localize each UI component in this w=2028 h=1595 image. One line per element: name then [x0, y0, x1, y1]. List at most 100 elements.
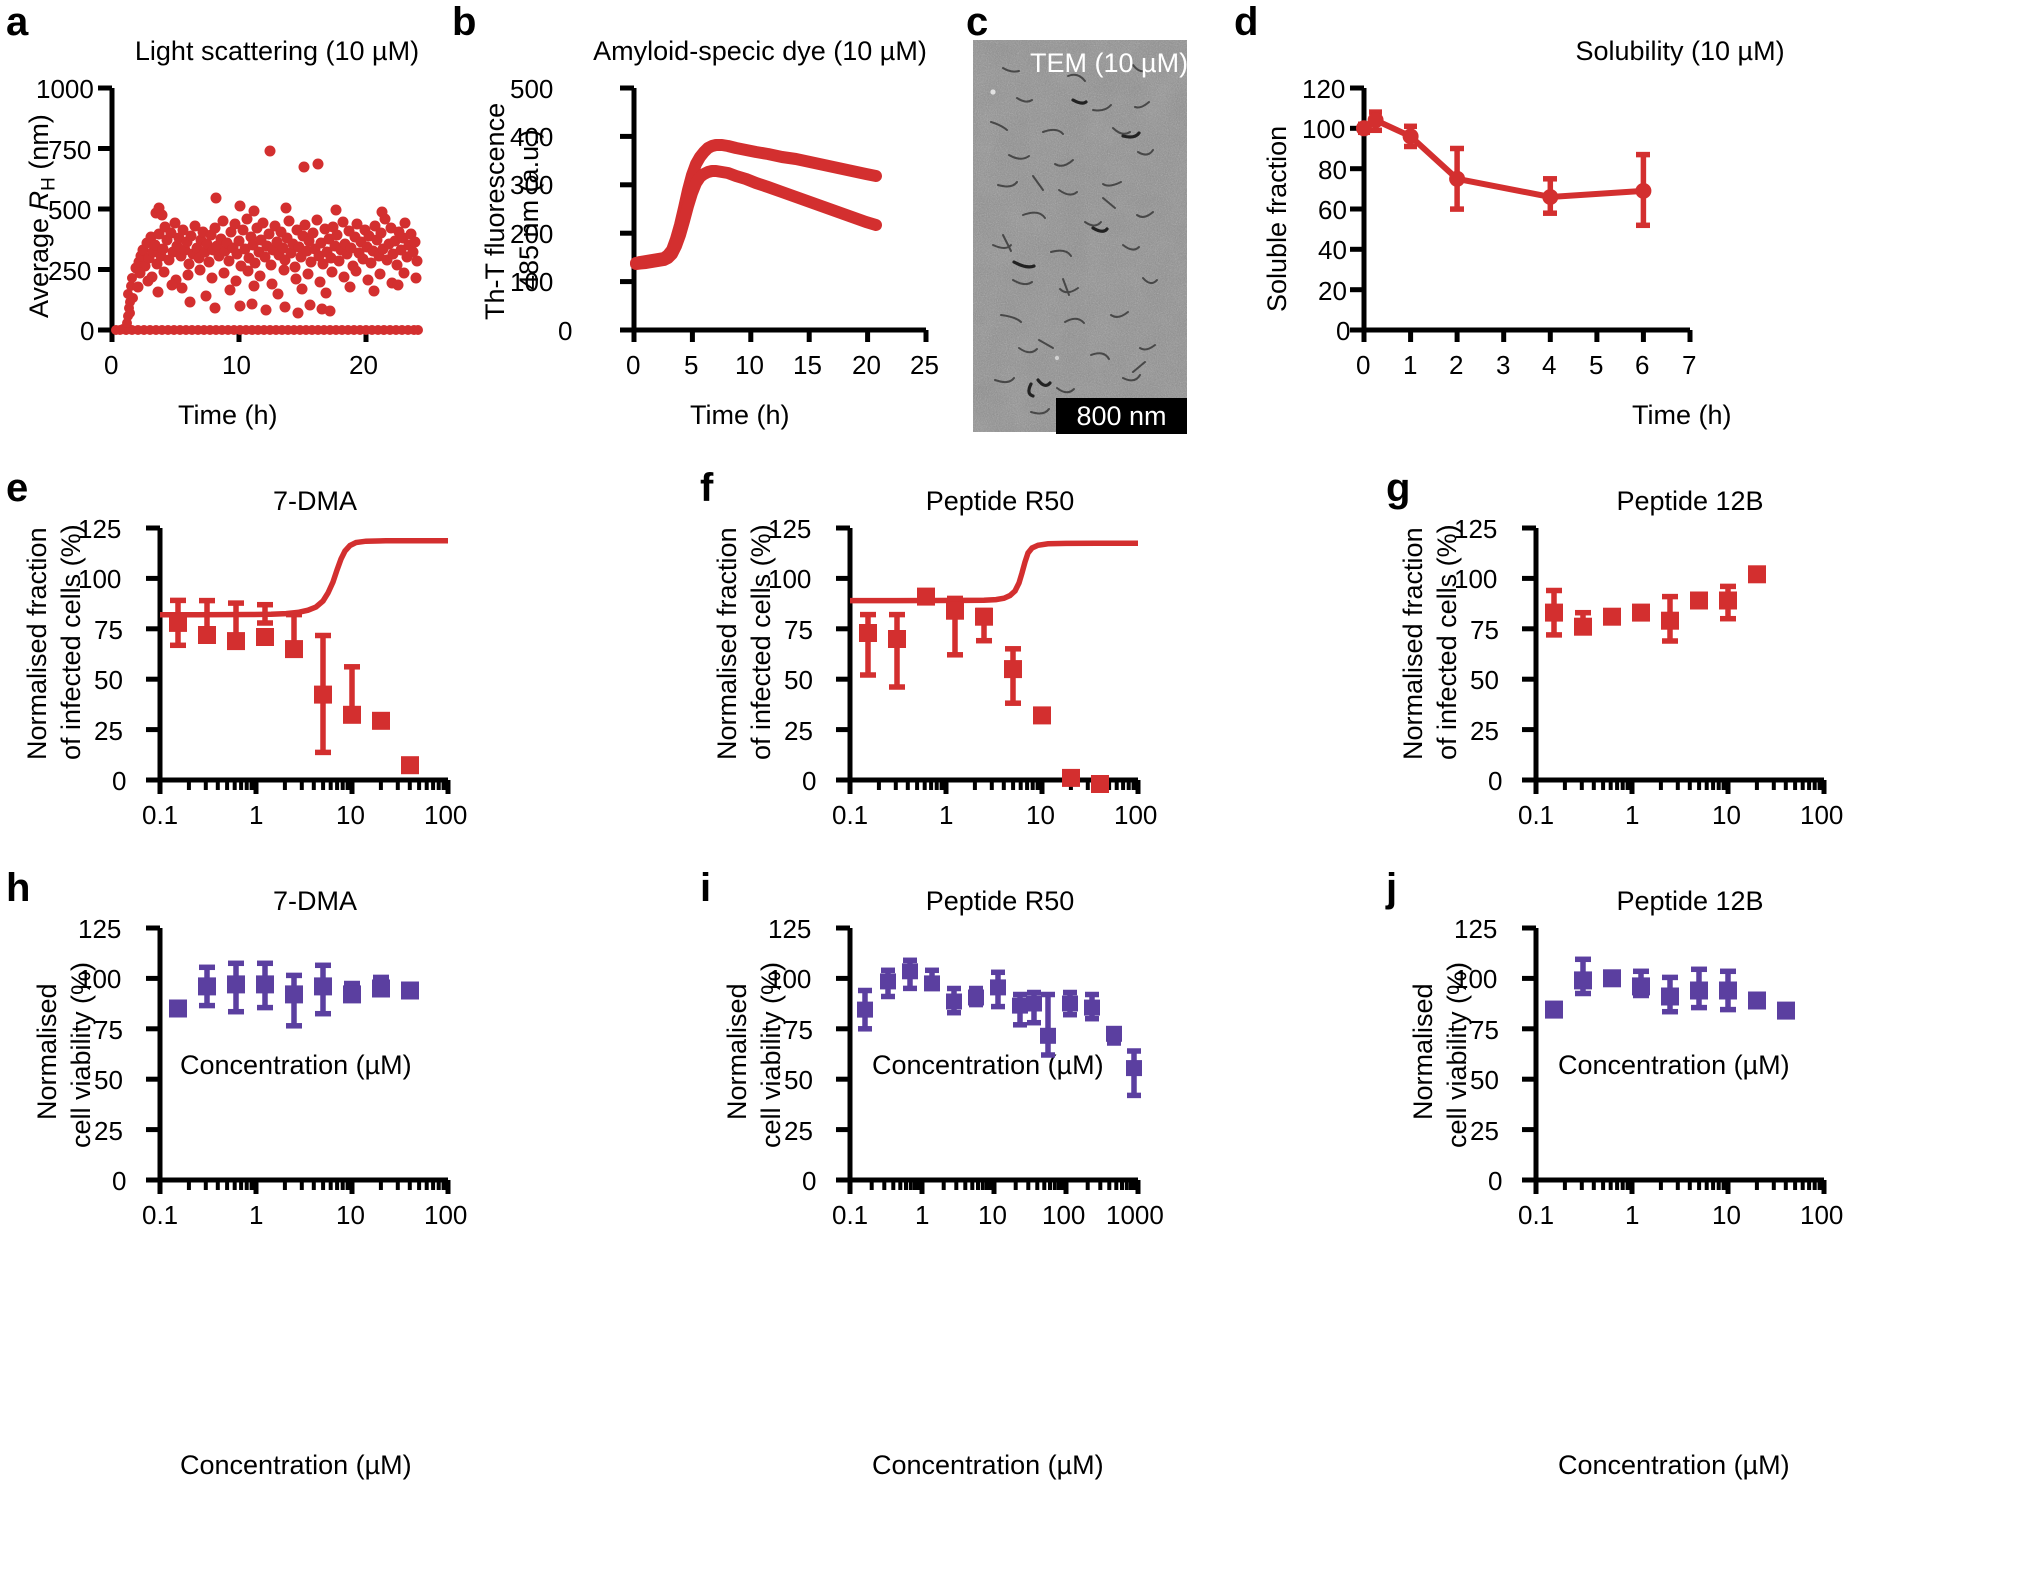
panel-a-points — [111, 145, 423, 335]
panel-i-ytick-25: 25 — [784, 1116, 813, 1146]
panel-e-xtick-100: 100 — [424, 800, 468, 830]
panel-i-xtick-10: 10 — [978, 1200, 1007, 1230]
tem-fibrils — [990, 64, 1164, 424]
panel-i-ytick-100: 100 — [768, 964, 812, 994]
panel-g-plot — [1412, 520, 1832, 850]
panel-a-ytick-500: 500 — [48, 195, 92, 225]
panel-b-xtick-20: 20 — [852, 350, 881, 380]
panel-a-axes — [98, 85, 418, 342]
panel-b-plot — [540, 80, 940, 390]
panel-a-ytick-750: 750 — [48, 135, 92, 165]
panel-d-plot — [1290, 80, 1710, 390]
panel-d-ytick-20: 20 — [1318, 276, 1347, 306]
panel-d-xtick-2: 2 — [1449, 350, 1464, 380]
panel-h-xtick-10: 10 — [336, 1200, 365, 1230]
panel-i-xtick-1000: 1000 — [1106, 1200, 1164, 1230]
panel-e-title: 7-DMA — [272, 486, 357, 516]
panel-i-xtick-100: 100 — [1042, 1200, 1086, 1230]
panel-d-xlabel: Time (h) — [1632, 400, 1732, 430]
panel-d-ylabel: Soluble fraction — [1262, 125, 1292, 312]
panel-e-xtick-10: 10 — [336, 800, 365, 830]
panel-e-markers — [169, 613, 419, 775]
panel-h-xtick-1: 1 — [249, 1200, 264, 1230]
panel-d-ytick-0: 0 — [1336, 316, 1351, 346]
panel-d-title: Solubility (10 µM) — [1575, 36, 1785, 66]
panel-h-plot — [36, 920, 456, 1250]
panel-i-xlabel: Concentration (µM) — [872, 1450, 1104, 1480]
panel-d-ytick-120: 120 — [1302, 74, 1346, 104]
panel-h-ytick-100: 100 — [78, 964, 122, 994]
panel-d-xtick-6: 6 — [1635, 350, 1650, 380]
panel-b-ylabel-line1: Th-T fluorescence — [480, 102, 510, 320]
panel-i-title: Peptide R50 — [925, 886, 1075, 916]
panel-j-xtick-100: 100 — [1800, 1200, 1844, 1230]
panel-j-markers — [1545, 969, 1795, 1020]
panel-f-title: Peptide R50 — [925, 486, 1075, 516]
panel-f-ytick-0: 0 — [802, 766, 817, 796]
panel-f-markers — [859, 587, 1109, 793]
tem-micrograph — [973, 40, 1187, 432]
panel-a-xtick-10: 10 — [222, 350, 251, 380]
panel-d-xtick-3: 3 — [1496, 350, 1511, 380]
panel-f-ytick-125: 125 — [768, 514, 812, 544]
panel-d-ytick-60: 60 — [1318, 195, 1347, 225]
panel-h-ytick-75: 75 — [94, 1015, 123, 1045]
panel-j-title: Peptide 12B — [1616, 886, 1764, 916]
panel-h-xlabel: Concentration (µM) — [180, 1450, 412, 1480]
panel-b-xtick-10: 10 — [735, 350, 764, 380]
panel-label-j: j — [1386, 866, 1398, 910]
panel-a-xlabel: Time (h) — [178, 400, 278, 430]
panel-j-ytick-125: 125 — [1454, 914, 1498, 944]
panel-j-ytick-50: 50 — [1470, 1065, 1499, 1095]
panel-d-xtick-4: 4 — [1542, 350, 1557, 380]
panel-g-xtick-0-1: 0.1 — [1518, 800, 1555, 830]
panel-f-axes — [836, 525, 1141, 794]
panel-j-axes — [1522, 925, 1827, 1194]
panel-h-axes — [146, 925, 451, 1194]
panel-h-ytick-125: 125 — [78, 914, 122, 944]
panel-d-ytick-100: 100 — [1302, 114, 1346, 144]
panel-g-ytick-25: 25 — [1470, 716, 1499, 746]
panel-e-ytick-75: 75 — [94, 615, 123, 645]
panel-f-xtick-0-1: 0.1 — [832, 800, 869, 830]
panel-i-ytick-75: 75 — [784, 1015, 813, 1045]
panel-j-xtick-10: 10 — [1712, 1200, 1741, 1230]
panel-f-ytick-75: 75 — [784, 615, 813, 645]
panel-e-xlabel: Concentration (µM) — [180, 1050, 412, 1080]
panel-label-d: d — [1234, 0, 1259, 44]
panel-a-ytick-1000: 1000 — [36, 74, 94, 104]
panel-g-xtick-100: 100 — [1800, 800, 1844, 830]
panel-f-xtick-1: 1 — [939, 800, 954, 830]
panel-e-ytick-25: 25 — [94, 716, 123, 746]
panel-g-xtick-1: 1 — [1625, 800, 1640, 830]
panel-b-ytick-200: 200 — [510, 219, 554, 249]
panel-i-xtick-1: 1 — [915, 1200, 930, 1230]
panel-d-ytick-80: 80 — [1318, 155, 1347, 185]
panel-d-xtick-1: 1 — [1403, 350, 1418, 380]
panel-b-curves — [630, 139, 882, 270]
panel-b-xtick-25: 25 — [910, 350, 939, 380]
panel-h-markers — [169, 975, 419, 1018]
panel-f-plot — [726, 520, 1146, 850]
panel-h-ytick-0: 0 — [112, 1166, 127, 1196]
panel-b-ytick-400: 400 — [510, 122, 554, 152]
panel-d-axes — [1350, 85, 1693, 342]
panel-i-ytick-0: 0 — [802, 1166, 817, 1196]
panel-e-xtick-1: 1 — [249, 800, 264, 830]
panel-f-xtick-100: 100 — [1114, 800, 1158, 830]
panel-i-markers — [857, 963, 1142, 1077]
panel-label-g: g — [1386, 466, 1411, 510]
panel-label-a: a — [6, 0, 29, 44]
panel-j-ytick-100: 100 — [1454, 964, 1498, 994]
panel-label-e: e — [6, 466, 29, 510]
panel-f-xtick-10: 10 — [1026, 800, 1055, 830]
panel-b-xtick-0: 0 — [626, 350, 641, 380]
panel-e-errorbars — [170, 597, 360, 756]
panel-label-i: i — [700, 866, 712, 910]
panel-b-ytick-300: 300 — [510, 170, 554, 200]
panel-b-xtick-15: 15 — [793, 350, 822, 380]
panel-label-h: h — [6, 866, 31, 910]
panel-b-axes — [620, 85, 929, 342]
panel-b-ytick-0: 0 — [558, 316, 573, 346]
tem-scalebar: 800 nm — [1056, 398, 1187, 434]
